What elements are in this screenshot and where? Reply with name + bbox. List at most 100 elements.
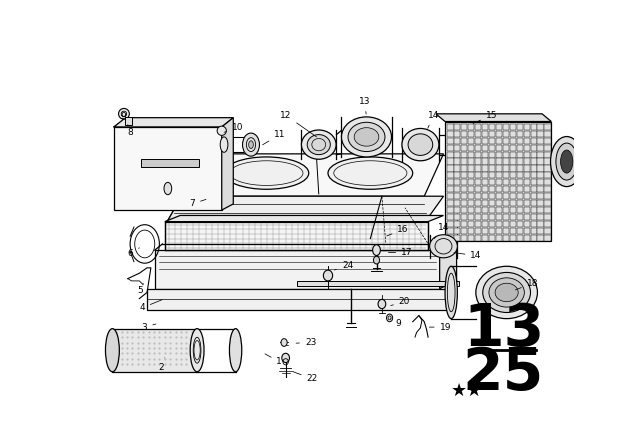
Bar bbox=[496, 165, 502, 172]
Bar bbox=[496, 124, 502, 130]
Bar bbox=[516, 159, 523, 165]
Text: 1: 1 bbox=[265, 354, 282, 366]
Text: 14: 14 bbox=[428, 111, 440, 128]
Bar bbox=[524, 151, 530, 158]
Bar bbox=[496, 138, 502, 144]
Bar bbox=[524, 138, 530, 144]
Bar bbox=[503, 235, 509, 241]
Bar bbox=[509, 221, 516, 227]
Bar bbox=[516, 179, 523, 185]
Bar bbox=[545, 228, 550, 234]
Bar bbox=[503, 186, 509, 192]
Ellipse shape bbox=[190, 329, 204, 372]
Bar bbox=[503, 151, 509, 158]
Bar bbox=[468, 172, 474, 178]
Bar bbox=[447, 131, 454, 137]
Bar bbox=[461, 221, 467, 227]
Bar bbox=[454, 207, 460, 213]
Text: 6: 6 bbox=[128, 248, 140, 258]
Bar bbox=[125, 117, 132, 125]
Text: 14: 14 bbox=[435, 223, 449, 238]
Bar bbox=[475, 151, 481, 158]
Bar bbox=[461, 131, 467, 137]
Bar bbox=[538, 138, 543, 144]
Text: 15: 15 bbox=[473, 111, 497, 124]
Bar bbox=[509, 179, 516, 185]
Bar bbox=[503, 207, 509, 213]
Bar bbox=[482, 145, 488, 151]
Text: 13: 13 bbox=[463, 301, 544, 358]
Bar bbox=[482, 214, 488, 220]
Bar bbox=[524, 186, 530, 192]
Ellipse shape bbox=[164, 182, 172, 195]
Bar bbox=[531, 124, 537, 130]
Bar bbox=[531, 145, 537, 151]
Polygon shape bbox=[114, 127, 221, 210]
Bar bbox=[538, 124, 543, 130]
Bar bbox=[475, 228, 481, 234]
Bar bbox=[461, 193, 467, 199]
Bar bbox=[531, 200, 537, 206]
Polygon shape bbox=[113, 329, 197, 372]
Ellipse shape bbox=[445, 266, 458, 319]
Bar bbox=[454, 214, 460, 220]
Text: 23: 23 bbox=[296, 338, 316, 347]
Bar bbox=[545, 151, 550, 158]
Bar bbox=[496, 159, 502, 165]
Bar bbox=[545, 159, 550, 165]
Bar bbox=[468, 214, 474, 220]
Polygon shape bbox=[155, 250, 440, 289]
Bar bbox=[454, 179, 460, 185]
Bar bbox=[468, 235, 474, 241]
Text: ★★: ★★ bbox=[451, 382, 483, 400]
Bar bbox=[447, 186, 454, 192]
Bar bbox=[461, 138, 467, 144]
Bar bbox=[531, 138, 537, 144]
Bar bbox=[531, 151, 537, 158]
Bar bbox=[454, 159, 460, 165]
Bar bbox=[447, 138, 454, 144]
Bar bbox=[524, 172, 530, 178]
Bar bbox=[475, 145, 481, 151]
Bar bbox=[503, 145, 509, 151]
Bar bbox=[461, 145, 467, 151]
Ellipse shape bbox=[550, 137, 583, 186]
Bar bbox=[482, 179, 488, 185]
Bar bbox=[454, 193, 460, 199]
Bar bbox=[447, 179, 454, 185]
Bar bbox=[489, 214, 495, 220]
Bar bbox=[509, 235, 516, 241]
Bar bbox=[516, 131, 523, 137]
Bar bbox=[482, 165, 488, 172]
Bar bbox=[454, 145, 460, 151]
Bar bbox=[475, 124, 481, 130]
Bar bbox=[468, 193, 474, 199]
Bar bbox=[531, 214, 537, 220]
Ellipse shape bbox=[249, 141, 253, 148]
Bar bbox=[461, 235, 467, 241]
Bar bbox=[503, 193, 509, 199]
Bar bbox=[545, 172, 550, 178]
Bar bbox=[447, 165, 454, 172]
Bar bbox=[538, 214, 543, 220]
Bar bbox=[482, 186, 488, 192]
Text: 9: 9 bbox=[120, 112, 126, 121]
Ellipse shape bbox=[348, 122, 385, 151]
Bar bbox=[482, 228, 488, 234]
Bar bbox=[482, 131, 488, 137]
Bar bbox=[447, 214, 454, 220]
Bar bbox=[516, 124, 523, 130]
Bar bbox=[482, 221, 488, 227]
Bar bbox=[475, 165, 481, 172]
Bar bbox=[482, 193, 488, 199]
Text: 14: 14 bbox=[454, 251, 482, 260]
Bar bbox=[524, 214, 530, 220]
Polygon shape bbox=[166, 196, 444, 223]
Ellipse shape bbox=[408, 134, 433, 155]
Bar bbox=[482, 159, 488, 165]
Bar bbox=[482, 207, 488, 213]
Ellipse shape bbox=[224, 157, 308, 190]
Bar bbox=[545, 186, 550, 192]
Bar bbox=[461, 186, 467, 192]
Ellipse shape bbox=[220, 137, 228, 152]
